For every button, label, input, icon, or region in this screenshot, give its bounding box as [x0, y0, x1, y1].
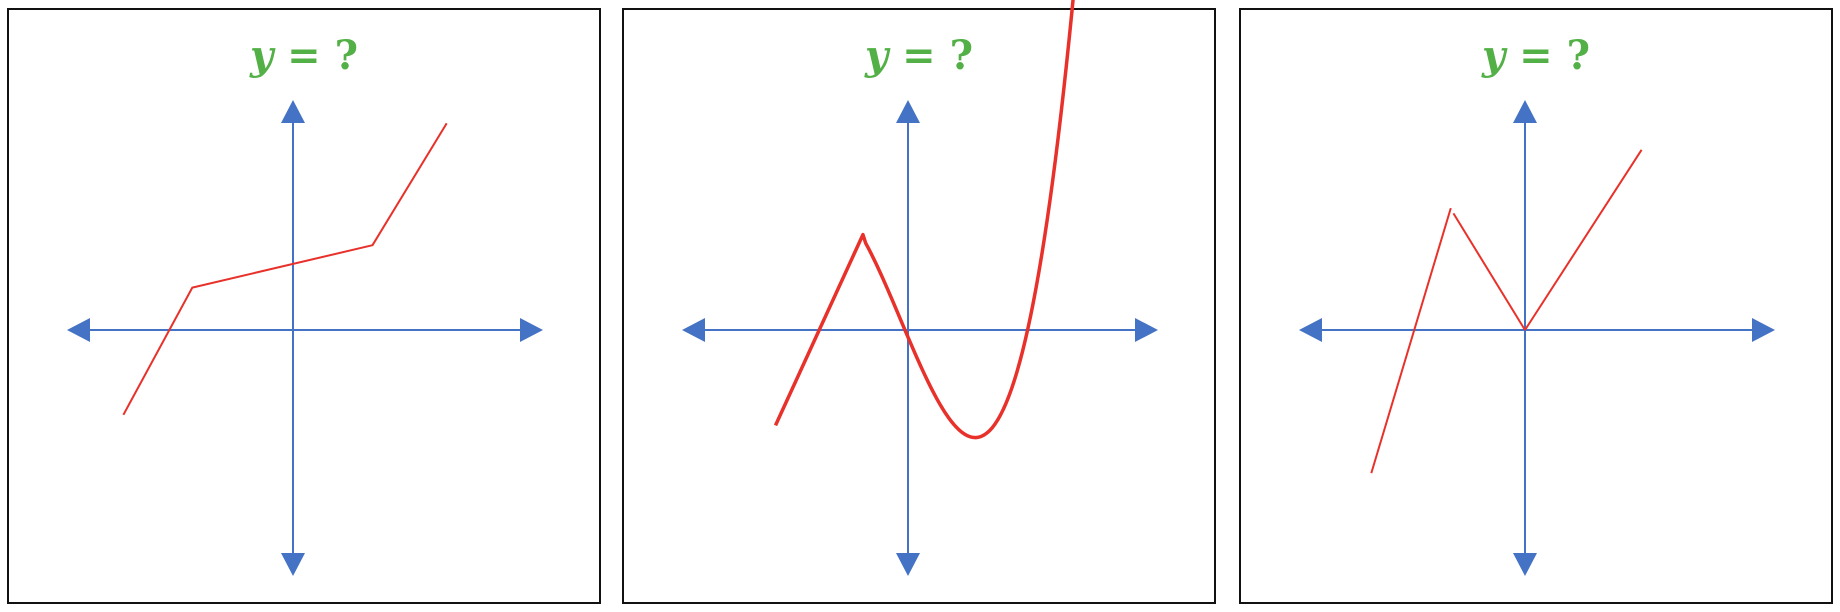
graph-3-segment-3: [1524, 149, 1643, 331]
graph-1-arrow-down-icon: [281, 553, 305, 576]
graph-2-canvas: [682, 0, 1158, 576]
graph-panel-2: y = ?: [622, 0, 1216, 604]
graph-2-arrow-down-icon: [896, 553, 920, 576]
graph-panel-1: y = ?: [7, 8, 601, 604]
graph-2-curve: [773, 0, 1075, 440]
graph-panel-3: y = ?: [1239, 8, 1833, 604]
graph-3-arrow-right-icon: [1752, 318, 1775, 342]
graph-3-segment-1: [1370, 207, 1452, 474]
graph-3-segment-2: [1452, 212, 1526, 331]
graph-1-arrow-left-icon: [67, 318, 90, 342]
graph-2-arrow-right-icon: [1135, 318, 1158, 342]
graph-3-arrow-up-icon: [1513, 100, 1537, 123]
graph-3-arrow-down-icon: [1513, 553, 1537, 576]
graph-2-arrow-left-icon: [682, 318, 705, 342]
graph-3-arrow-left-icon: [1299, 318, 1322, 342]
graph-2-arrow-up-icon: [896, 100, 920, 123]
graph-1-curve: [122, 122, 448, 416]
graph-1-arrow-right-icon: [520, 318, 543, 342]
graph-1-canvas: [67, 100, 543, 576]
graph-3-canvas: [1299, 100, 1775, 576]
graph-1-arrow-up-icon: [281, 100, 305, 123]
